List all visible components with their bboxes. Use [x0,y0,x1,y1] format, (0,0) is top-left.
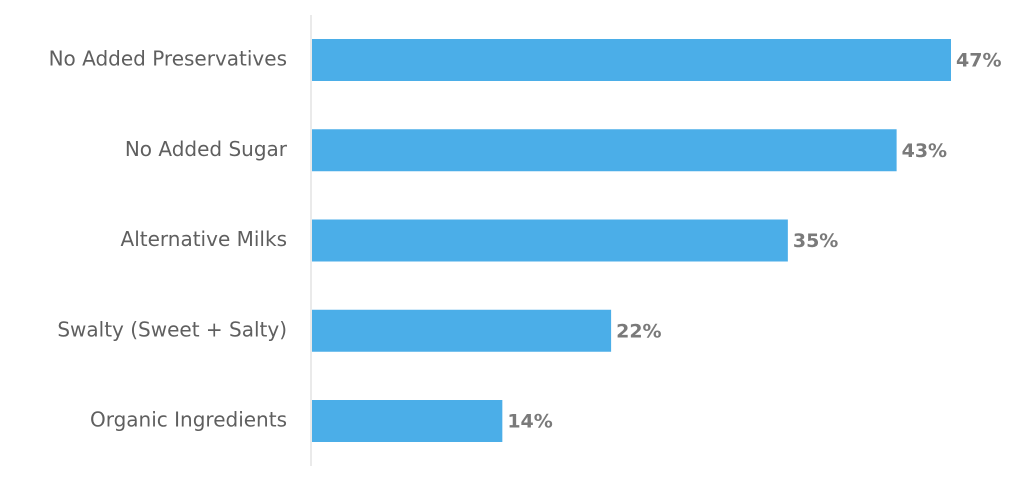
value-label: 47% [956,50,1001,72]
category-label: No Added Preservatives [49,47,287,71]
bar [312,400,503,442]
bar [312,129,897,172]
value-label: 14% [507,411,552,433]
value-label: 35% [793,230,838,252]
category-label: Swalty (Sweet + Salty) [57,317,287,341]
value-label: 43% [902,140,947,162]
category-label: Organic Ingredients [90,408,287,432]
category-label: Alternative Milks [121,227,287,251]
value-label: 22% [616,320,661,342]
category-label: No Added Sugar [125,137,288,161]
bar [312,309,612,352]
bar [312,39,951,81]
bar [312,219,788,262]
